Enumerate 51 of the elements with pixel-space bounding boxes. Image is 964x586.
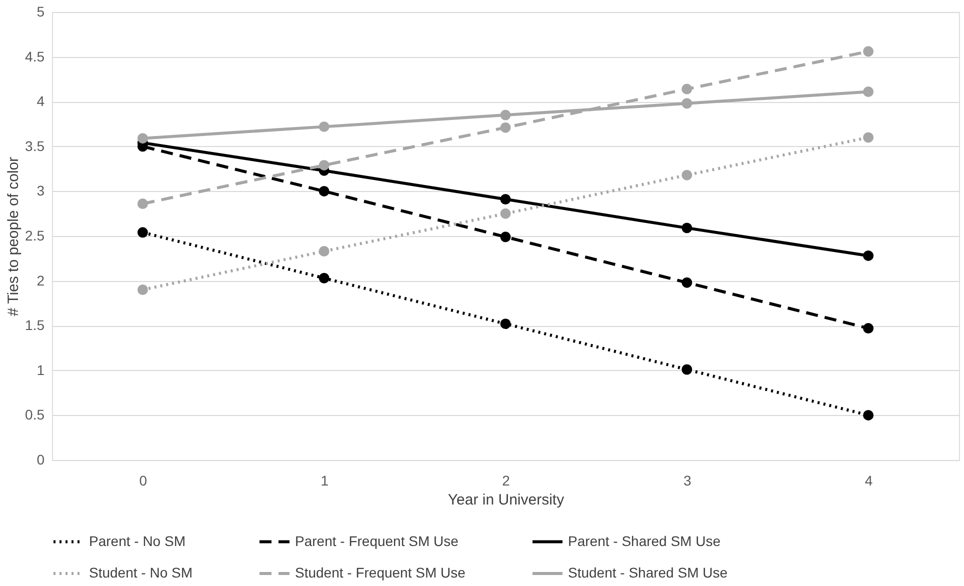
- point: [318, 246, 330, 256]
- x-tick-label: 2: [502, 472, 510, 488]
- point: [318, 186, 330, 196]
- point: [500, 208, 511, 219]
- y-tick-label: 1.5: [25, 317, 45, 334]
- y-tick-label: 1: [36, 362, 45, 378]
- y-axis-title: # Ties to people of color: [5, 156, 22, 316]
- point: [500, 194, 511, 204]
- legend-label: Student - Frequent SM Use: [295, 564, 466, 580]
- point: [863, 46, 874, 57]
- y-tick-label: 4: [36, 93, 45, 110]
- point: [682, 98, 692, 109]
- point: [863, 250, 874, 261]
- point: [137, 198, 148, 209]
- y-tick-label: 2: [36, 272, 45, 288]
- legend-label: Parent - Shared SM Use: [568, 532, 721, 549]
- point: [863, 86, 874, 97]
- point: [318, 121, 330, 132]
- x-tick-label: 0: [139, 472, 148, 488]
- point: [682, 277, 692, 288]
- point: [682, 222, 692, 234]
- legend-label: Parent - Frequent SM Use: [295, 532, 459, 549]
- point: [863, 323, 874, 334]
- x-tick-label: 4: [864, 472, 873, 488]
- point: [500, 318, 511, 330]
- point: [137, 284, 148, 295]
- y-tick-label: 0: [36, 452, 45, 468]
- point: [863, 132, 874, 143]
- point: [863, 410, 874, 420]
- y-tick-label: 4.5: [25, 48, 45, 64]
- y-tick-label: 2.5: [25, 228, 45, 244]
- point: [682, 364, 692, 375]
- point: [500, 232, 511, 242]
- x-axis-title: Year in University: [448, 492, 565, 508]
- legend-label: Parent - No SM: [89, 532, 186, 549]
- legend-label: Student - No SM: [89, 564, 192, 580]
- point: [682, 170, 692, 180]
- point: [500, 122, 511, 133]
- legend-label: Student - Shared SM Use: [568, 564, 728, 580]
- point: [682, 84, 692, 94]
- y-tick-label: 3: [36, 182, 45, 199]
- point: [137, 227, 148, 238]
- y-tick-label: 5: [36, 4, 45, 20]
- x-tick-label: 3: [684, 472, 692, 488]
- point: [318, 160, 330, 170]
- y-tick-label: 3.5: [25, 138, 45, 154]
- point: [137, 133, 148, 144]
- y-tick-label: 0.5: [25, 406, 45, 423]
- point: [500, 110, 511, 120]
- point: [318, 272, 330, 284]
- x-tick-label: 1: [320, 472, 329, 488]
